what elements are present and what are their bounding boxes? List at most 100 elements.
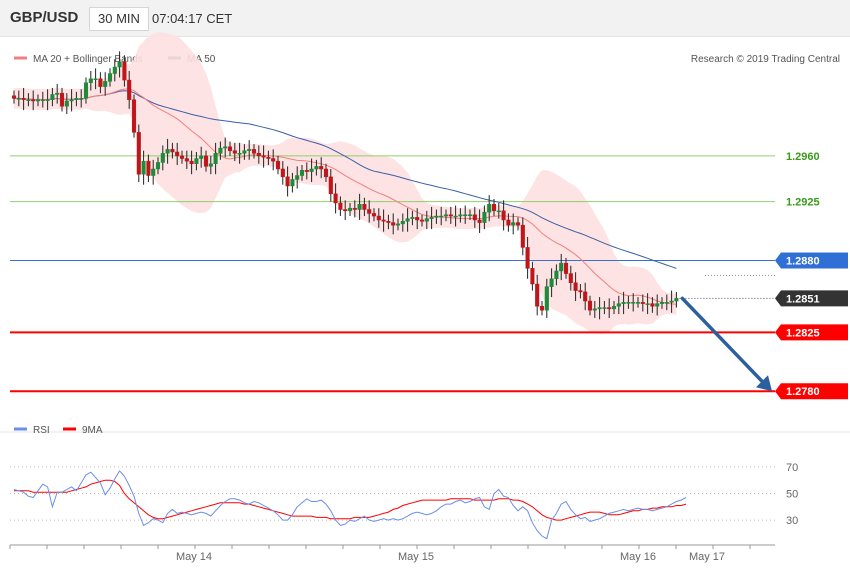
ma20-line [14,88,677,305]
bear-candle-body [304,170,309,172]
candle [352,200,357,218]
bear-candle-body [381,219,386,222]
candle [415,208,420,230]
bull-candle-body [626,302,631,304]
bull-candle-body [103,81,108,87]
bull-candle-body [645,303,650,305]
bull-candle-body [40,99,45,101]
candle [669,290,674,313]
level-label: 1.2925 [786,197,820,209]
forecast-arrow-shaft [680,296,764,383]
bull-candle-body [223,146,228,149]
candle [295,166,300,189]
candle [616,295,621,315]
candle [170,142,175,159]
candle [136,124,141,183]
candle [266,150,271,166]
bear-candle-body [506,219,511,226]
candle [573,272,578,302]
bull-candle-body [616,303,621,307]
bear-candle-body [477,219,482,223]
bull-candle-body [74,98,79,100]
bear-candle-body [319,166,324,170]
candlesticks [11,51,679,320]
candle [559,253,564,281]
bear-candle-body [515,222,521,226]
candle [242,144,247,160]
bear-candle-body [251,149,257,154]
bull-candle-body [482,211,487,223]
bull-candle-body [117,61,122,68]
candle [539,301,545,316]
bear-candle-body [275,160,281,170]
bear-candle-body [328,176,333,195]
candle [83,77,89,104]
candle [597,297,602,320]
candle [314,159,319,176]
level-label: 1.2851 [786,293,820,305]
bear-candle-body [266,156,271,159]
candle [64,93,69,115]
timeframe-button[interactable]: 30 MIN [89,7,149,31]
level-label: 1.2880 [786,255,820,267]
bear-candle-body [170,149,175,153]
bull-candle-body [549,278,554,287]
rsi-legend-label: RSI [33,425,50,436]
candle [319,157,324,179]
bull-candle-body [487,204,492,213]
bull-candle-body [424,218,429,222]
bull-candle-body [93,78,98,81]
bull-candle-body [290,179,295,187]
time-tick-label: May 15 [398,551,434,563]
bull-candle-body [155,162,161,170]
candle [635,297,641,308]
rsi-ma-legend-label: 9MA [82,425,103,436]
candle [160,145,165,171]
candle [482,205,487,230]
bull-candle-body [35,99,41,102]
candle [59,87,65,112]
candle [338,196,343,217]
bear-candle-body [122,61,127,81]
candle [251,144,257,159]
level-tag [775,252,848,269]
bull-candle-body [299,170,305,176]
bollinger-band-area [14,32,677,334]
candle [112,59,117,82]
bear-candle-body [448,214,453,217]
candle [587,295,593,316]
candle [55,84,60,104]
candle [69,89,74,112]
candle [578,284,583,299]
bull-candle-body [439,215,444,218]
bear-candle-body [127,79,132,100]
bear-candle-body [131,99,137,133]
candle [213,142,218,175]
bear-candle-body [184,158,189,162]
bear-candle-body [578,290,583,293]
bull-candle-body [165,149,170,154]
candle [525,236,530,279]
candle [189,150,194,175]
bear-candle-body [530,268,535,285]
ma50-line [14,90,677,269]
candle [448,206,453,224]
bear-candle-body [607,307,612,310]
candle [256,145,261,164]
time-tick-label: May 16 [620,551,656,563]
bull-candle-body [218,147,223,154]
candle [304,162,309,180]
candle [40,91,45,108]
candle [131,94,137,138]
bear-candle-body [98,78,103,87]
bear-candle-body [371,213,377,217]
bear-candle-body [189,160,194,165]
bear-candle-body [535,283,540,307]
bull-candle-body [237,153,242,155]
bear-candle-body [587,300,593,311]
bull-candle-body [554,270,559,280]
candle [386,214,391,230]
bull-candle-body [314,166,319,170]
bull-candle-body [64,100,69,107]
candle [511,213,516,235]
